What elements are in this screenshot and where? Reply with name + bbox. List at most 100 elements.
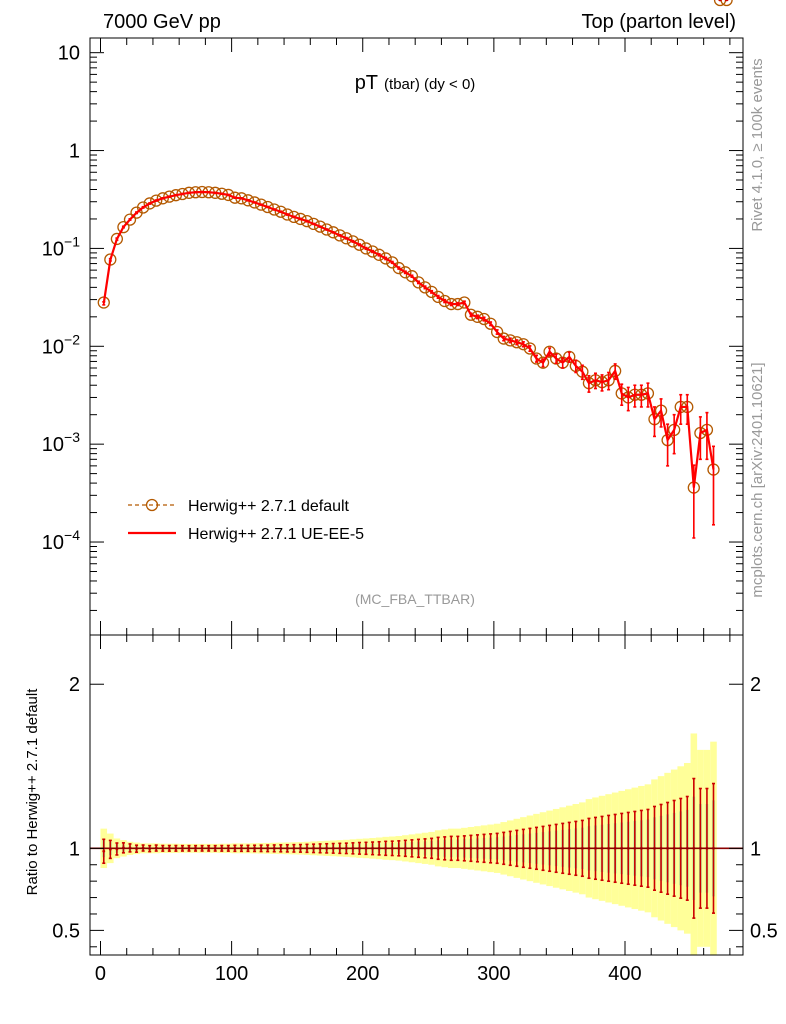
series-default-point bbox=[287, 210, 301, 224]
main-plot-frame bbox=[89, 37, 744, 636]
ratio-axis-ticks bbox=[90, 635, 743, 955]
series-default-point bbox=[268, 203, 281, 216]
x-tick-label: 200 bbox=[346, 963, 379, 985]
main-y-tick-label-base: 10 bbox=[42, 434, 64, 456]
series-default-point bbox=[484, 317, 497, 330]
ratio-y-tick-label-left: 0.5 bbox=[52, 920, 80, 942]
legend: Herwig++ 2.7.1 default Herwig++ 2.7.1 UE… bbox=[128, 498, 364, 543]
legend-entry-default: Herwig++ 2.7.1 default bbox=[128, 498, 350, 515]
main-axis-ticks bbox=[90, 38, 743, 635]
series-default-point bbox=[248, 196, 261, 209]
legend-entry-ue-ee-5: Herwig++ 2.7.1 UE-EE-5 bbox=[128, 526, 364, 543]
side-label-bottom: mcplots.cern.ch [arXiv:2401.10621] bbox=[749, 362, 766, 597]
series-default-point bbox=[274, 205, 287, 218]
series-default-point bbox=[359, 242, 373, 255]
series-default-point bbox=[327, 226, 340, 239]
main-y-tick-label-base: 1 bbox=[69, 141, 80, 163]
series-default-point bbox=[136, 201, 150, 214]
ratio-bands bbox=[100, 733, 717, 955]
main-y-tick-label: 10−1 bbox=[42, 233, 80, 260]
legend-label-ue-ee-5: Herwig++ 2.7.1 UE-EE-5 bbox=[188, 526, 364, 543]
series-default-point bbox=[438, 294, 451, 308]
series-default-point bbox=[405, 270, 419, 283]
series-default-point bbox=[713, 0, 727, 7]
series-default-point bbox=[156, 192, 169, 205]
main-y-tick-label-base: 10 bbox=[42, 238, 64, 260]
series-default-point bbox=[261, 200, 274, 214]
plot-title-main: pT bbox=[355, 72, 378, 94]
ratio-point bbox=[725, 0, 729, 2]
ratio-points bbox=[102, 0, 729, 919]
main-y-tick-label: 10−3 bbox=[42, 429, 80, 456]
series-default-point bbox=[353, 238, 366, 251]
series-ue-ee-5-line bbox=[102, 190, 715, 488]
series-default-point bbox=[110, 232, 124, 246]
series-default-point bbox=[379, 252, 392, 265]
series-default-point bbox=[431, 290, 445, 303]
series-default-point bbox=[392, 261, 405, 275]
series-default-point bbox=[163, 190, 176, 203]
main-series-group bbox=[97, 0, 733, 539]
series-default-point bbox=[313, 220, 327, 233]
legend-label-default: Herwig++ 2.7.1 default bbox=[188, 498, 350, 515]
ratio-y-tick-label-right: 1 bbox=[750, 838, 761, 860]
series-default-point bbox=[254, 198, 268, 211]
ratio-y-tick-label-left: 1 bbox=[69, 838, 80, 860]
main-y-tick-label-exponent: −3 bbox=[64, 429, 80, 445]
ratio-point bbox=[718, 0, 722, 2]
plot-title-sub: (tbar) (dy < 0) bbox=[384, 76, 475, 93]
series-default-point bbox=[490, 325, 504, 339]
series-default-point bbox=[300, 214, 314, 228]
series-default-point bbox=[418, 281, 432, 294]
ratio-plot-frame bbox=[89, 634, 744, 956]
main-y-tick-label-exponent: −4 bbox=[64, 527, 80, 543]
series-default-point bbox=[720, 0, 733, 7]
ratio-y-axis-label: Ratio to Herwig++ 2.7.1 default bbox=[24, 688, 41, 896]
ratio-y-tick-label-left: 2 bbox=[69, 674, 80, 696]
side-label-top: Rivet 4.1.0, ≥ 100k events bbox=[749, 58, 766, 231]
ratio-point bbox=[102, 849, 106, 853]
main-y-tick-label: 1 bbox=[69, 141, 80, 163]
x-tick-labels: 0 100 200 300 400 bbox=[95, 963, 642, 985]
main-y-tick-label-exponent: −2 bbox=[64, 331, 80, 347]
series-default-point bbox=[123, 213, 137, 226]
main-y-tick-label: 10−4 bbox=[42, 527, 80, 554]
series-default-point bbox=[307, 217, 320, 231]
series-default-point bbox=[241, 194, 255, 207]
series-default-point bbox=[399, 266, 412, 279]
series-default-point bbox=[346, 235, 360, 248]
series-default-point bbox=[294, 212, 307, 226]
main-y-tick-label-exponent: −1 bbox=[64, 233, 80, 249]
main-y-tick-label: 10 bbox=[58, 43, 80, 65]
analysis-label: (MC_FBA_TTBAR) bbox=[355, 591, 475, 607]
series-default-point bbox=[281, 208, 294, 221]
header-right: Top (parton level) bbox=[581, 11, 736, 33]
plot-title: pT (tbar) (dy < 0) bbox=[355, 72, 476, 94]
legend-swatch-default-marker bbox=[145, 498, 159, 512]
series-default-point bbox=[117, 220, 130, 234]
series-default-point bbox=[143, 197, 156, 210]
header-left: 7000 GeV pp bbox=[103, 11, 221, 33]
series-default-point bbox=[372, 248, 386, 261]
series-default-point bbox=[320, 223, 333, 236]
series-default-point bbox=[150, 194, 163, 207]
series-default-point bbox=[366, 245, 379, 258]
series-default-point bbox=[333, 229, 346, 242]
x-tick-label: 300 bbox=[477, 963, 510, 985]
main-y-tick-label-base: 10 bbox=[42, 336, 64, 358]
series-default-point bbox=[340, 232, 353, 245]
x-tick-label: 400 bbox=[608, 963, 641, 985]
ratio-panel: 0.5 0.5 1 1 2 2 0 100 200 300 400 Ratio to Herwig… bbox=[24, 0, 778, 985]
ratio-y-tick-label-right: 0.5 bbox=[750, 920, 778, 942]
main-y-tick-label-base: 10 bbox=[58, 43, 80, 65]
series-default-point bbox=[523, 342, 537, 355]
series-default-point bbox=[543, 345, 556, 358]
x-tick-label: 100 bbox=[215, 963, 248, 985]
x-tick-label: 0 bbox=[95, 963, 106, 985]
series-default-line bbox=[103, 191, 715, 488]
main-y-tick-label-base: 10 bbox=[42, 532, 64, 554]
ratio-y-tick-labels: 0.5 0.5 1 1 2 2 bbox=[52, 674, 778, 942]
